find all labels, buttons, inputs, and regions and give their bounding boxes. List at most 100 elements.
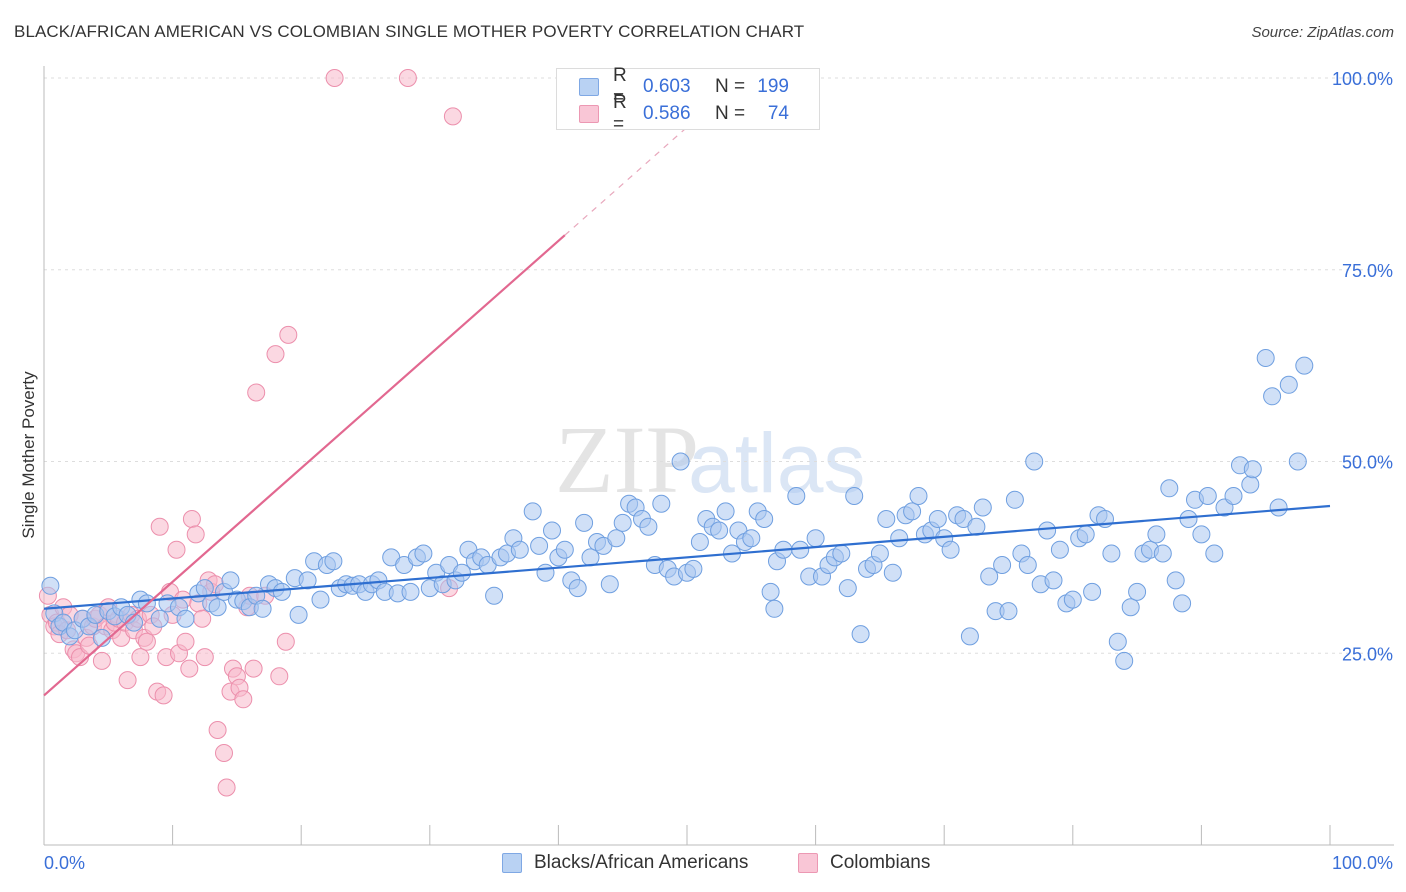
x-tick-label: 100.0% [1332,853,1393,873]
blacks-point [298,571,317,590]
blacks-point [1121,598,1140,617]
blacks-point [806,529,825,548]
colombians-point [180,659,199,678]
blacks-point [176,609,195,628]
blacks-point [1153,544,1172,563]
colombians-point [398,69,417,87]
colombians-point [154,686,173,705]
colombians-point [150,517,169,536]
blacks-point [607,529,626,548]
blacks-point [311,590,330,609]
blacks-point [993,556,1012,574]
blacks-point [600,575,619,594]
colombians-point [217,778,236,797]
blacks-point [1198,487,1217,505]
blacks-point [903,502,922,521]
x-tick-label: 0.0% [44,853,85,873]
blacks-point [1224,487,1243,505]
legend-n-label: N = [715,76,746,97]
blacks-point [1147,525,1166,544]
colombians-point [193,609,212,628]
blacks-point [530,536,549,555]
y-tick-label: 50.0% [1342,453,1393,473]
blacks-point [690,533,709,551]
series-legend: Blacks/African Americans Colombians [0,852,1406,876]
blacks-trend-line [43,504,1331,610]
colombians-point [234,690,253,709]
blacks-point [1179,510,1198,528]
legend-row-colombians: R = 0.586 N = 74 [579,92,789,135]
colombians-point [266,345,285,364]
y-tick-label: 100.0% [1332,69,1393,89]
legend-r-value: 0.603 [643,76,691,97]
colombians-point [137,632,156,651]
blacks-point [909,487,928,505]
colombians-point [325,69,344,87]
blacks-point [1279,375,1298,394]
blacks-point [253,599,272,618]
blacks-point [452,563,471,582]
blacks-point [999,602,1018,621]
blacks-point [41,576,60,595]
legend-n-label: N = [715,103,746,124]
blacks-points [41,349,1314,670]
blacks-point [523,502,542,521]
y-axis-label: Single Mother Poverty [19,371,38,539]
blacks-point [221,571,240,590]
legend-swatch-blue [579,78,599,96]
blacks-point [851,625,870,644]
blacks-point [289,605,308,624]
blacks-point [1050,540,1069,559]
colombians-point [182,510,201,528]
blacks-point [1108,632,1127,651]
blacks-point [1269,498,1288,517]
colombians-point [176,632,195,651]
watermark-atlas: atlas [688,416,865,510]
blacks-point [613,513,632,532]
colombians-point [276,632,295,651]
blacks-point [883,563,902,582]
colombians-point [92,651,111,670]
blacks-point [1115,651,1134,670]
legend-n-value: 199 [757,76,789,97]
blacks-point [787,487,806,505]
legend-item-colombians[interactable]: Colombians [798,852,930,874]
blacks-point [890,529,909,548]
blacks-point [543,521,561,540]
blacks-point [1083,582,1102,601]
blacks-point [1166,571,1185,590]
blacks-point [1205,544,1224,563]
blacks-point [1044,571,1063,590]
legend-n-value: 74 [767,103,789,124]
colombians-point [186,525,205,544]
blacks-point [838,579,857,598]
blacks-point [765,599,784,618]
blacks-point [845,487,864,505]
blacks-point [272,582,291,601]
legend-item-blacks[interactable]: Blacks/African Americans [502,852,748,874]
axes [43,66,1394,846]
legend-swatch-pink [579,105,599,123]
blacks-point [1243,460,1262,479]
blacks-point [1018,556,1037,574]
blacks-point [652,494,671,513]
legend-swatch-pink [798,853,818,873]
blacks-point [980,567,999,586]
blacks-point [960,627,979,646]
blacks-point [510,540,529,559]
colombians-point [215,744,233,762]
blacks-point [1128,582,1147,601]
blacks-point [568,579,587,598]
blacks-point [485,586,504,605]
legend-r-label: R = [613,92,627,135]
colombians-point [131,648,150,667]
blacks-point [973,498,992,517]
blacks-point [1256,349,1275,367]
blacks-point [716,502,735,521]
blacks-point [1102,544,1121,563]
blacks-point [1005,490,1024,509]
y-tick-label: 25.0% [1342,644,1393,664]
blacks-point [755,510,774,528]
legend-r-value: 0.586 [643,103,691,124]
